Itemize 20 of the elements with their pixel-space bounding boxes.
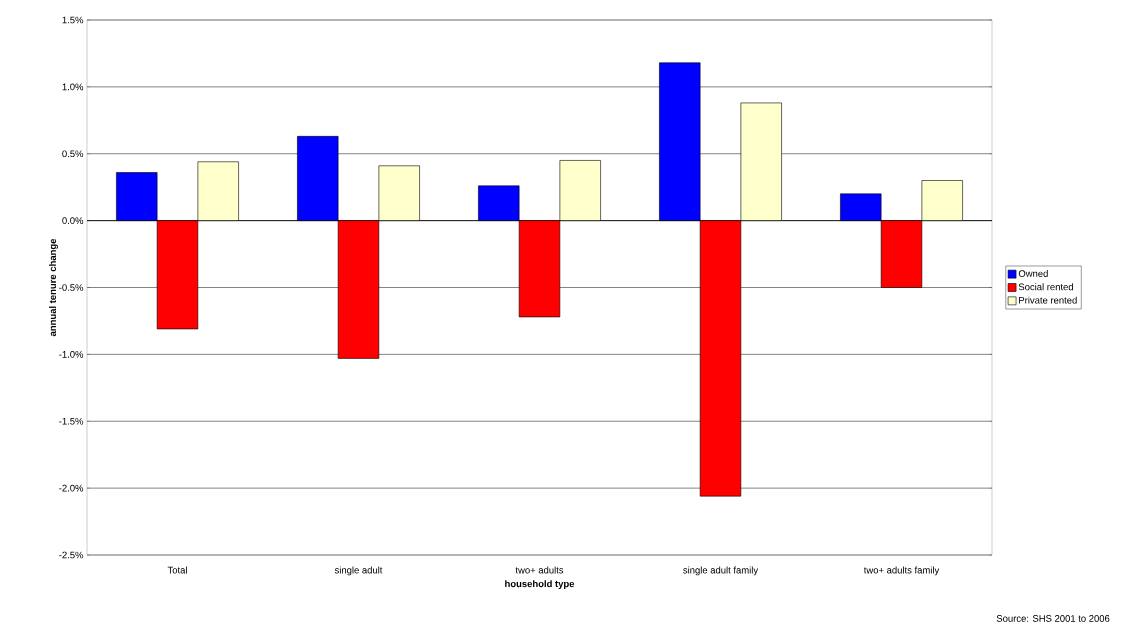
x-tick-label: Total <box>167 566 187 574</box>
y-tick-label: -2.0% <box>59 484 84 492</box>
source-note: Source: SHS 2001 to 2006 <box>996 615 1110 622</box>
y-tick-label: 1.0% <box>62 83 84 91</box>
x-tick-label: single adult <box>334 566 383 576</box>
y-tick-label: -1.5% <box>59 417 84 425</box>
legend-label: Private rented <box>1019 296 1077 304</box>
y-tick-label: 0.0% <box>62 217 84 224</box>
x-tick-label: single adult family <box>683 566 759 576</box>
y-tick-label: -2.5% <box>59 551 84 559</box>
x-axis-title: household type <box>505 580 575 590</box>
y-tick-label: -0.5% <box>59 284 84 291</box>
y-tick-label: 0.5% <box>62 150 84 158</box>
x-tick-label: two+ adults <box>515 566 564 574</box>
y-tick-label: 1.5% <box>62 16 84 24</box>
y-tick-label: -1.0% <box>59 351 84 358</box>
legend-label: Owned <box>1018 269 1048 277</box>
legend-label: Social rented <box>1018 283 1073 291</box>
y-axis-title: annual tenure change <box>49 238 58 337</box>
x-tick-label: two+ adults family <box>863 566 940 576</box>
